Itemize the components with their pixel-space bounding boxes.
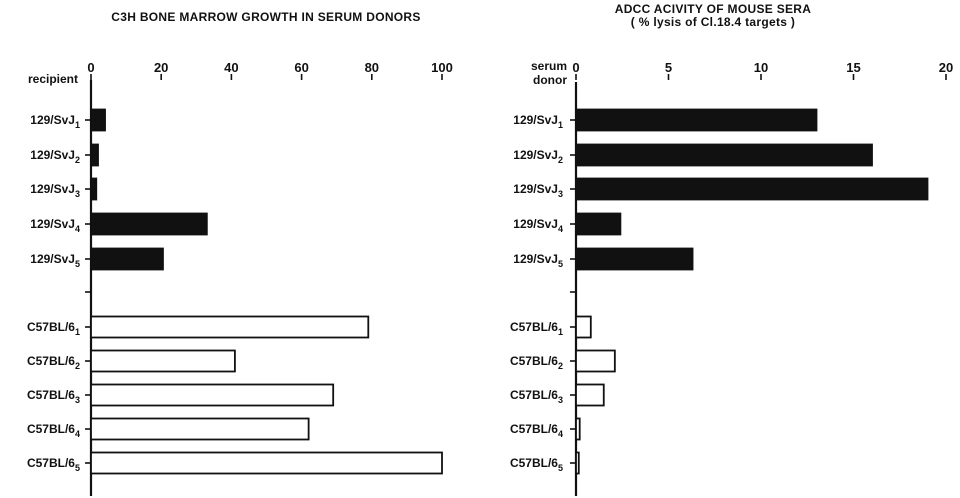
bar-129svj-5: [575, 247, 694, 271]
bar-c57bl6-1: [575, 315, 592, 339]
category-label: 129/SvJ2: [513, 148, 563, 165]
bar-c57bl6-5: [90, 451, 443, 475]
category-label: 129/SvJ2: [30, 148, 80, 165]
bar-c57bl6-3: [90, 383, 335, 407]
axis-corner-label: donor: [533, 73, 567, 87]
bar-c57bl6-4: [90, 417, 310, 441]
x-tick-label: 20: [939, 60, 953, 75]
category-label: 129/SvJ4: [513, 217, 563, 234]
category-label: C57BL/63: [510, 388, 563, 405]
bar-129svj-2: [575, 143, 873, 167]
x-tick-label: 80: [365, 60, 379, 75]
bar-c57bl6-1: [90, 315, 370, 339]
category-label: C57BL/63: [27, 388, 80, 405]
category-label: C57BL/65: [27, 456, 80, 473]
bar-c57bl6-2: [90, 349, 236, 373]
category-label: 129/SvJ5: [513, 252, 563, 269]
category-label: C57BL/61: [510, 320, 563, 337]
chart-title: ADCC ACIVITY OF MOUSE SERA: [615, 2, 812, 16]
bar-129svj-4: [575, 212, 622, 236]
x-tick-label: 60: [294, 60, 308, 75]
chart-title: C3H BONE MARROW GROWTH IN SERUM DONORS: [111, 10, 420, 24]
category-label: C57BL/65: [510, 456, 563, 473]
category-label: 129/SvJ1: [513, 113, 563, 130]
category-label: C57BL/62: [510, 354, 563, 371]
axis-corner-label: recipient: [28, 72, 78, 86]
bar-129svj-3: [90, 177, 98, 201]
bar-129svj-2: [90, 143, 99, 167]
x-tick-label: 100: [431, 60, 453, 75]
x-tick-label: 40: [224, 60, 238, 75]
axis-corner-label: serum: [531, 59, 567, 73]
category-label: C57BL/64: [510, 422, 563, 439]
category-label: 129/SvJ3: [30, 182, 80, 199]
bar-129svj-1: [575, 108, 818, 132]
chart-adcc-activity: ADCC ACIVITY OF MOUSE SERA( % lysis of C…: [510, 2, 953, 496]
chart-subtitle: ( % lysis of Cl.18.4 targets ): [631, 15, 795, 29]
bar-c57bl6-2: [575, 349, 616, 373]
bar-c57bl6-5: [575, 451, 580, 475]
bar-129svj-5: [90, 247, 164, 271]
bar-129svj-4: [90, 212, 208, 236]
bar-c57bl6-4: [575, 417, 581, 441]
category-label: 129/SvJ1: [30, 113, 80, 130]
x-tick-label: 20: [154, 60, 168, 75]
category-label: C57BL/61: [27, 320, 80, 337]
category-label: 129/SvJ4: [30, 217, 80, 234]
x-tick-label: 15: [846, 60, 860, 75]
category-label: 129/SvJ5: [30, 252, 80, 269]
chart-bone-marrow-growth: C3H BONE MARROW GROWTH IN SERUM DONORS re…: [27, 10, 453, 496]
bar-c57bl6-3: [575, 383, 605, 407]
x-tick-label: 10: [754, 60, 768, 75]
x-tick-label: 0: [572, 60, 579, 75]
category-label: C57BL/64: [27, 422, 80, 439]
bar-129svj-3: [575, 177, 929, 201]
category-label: 129/SvJ3: [513, 182, 563, 199]
category-label: C57BL/62: [27, 354, 80, 371]
bar-129svj-1: [90, 108, 106, 132]
x-tick-label: 5: [665, 60, 672, 75]
x-tick-label: 0: [87, 60, 94, 75]
